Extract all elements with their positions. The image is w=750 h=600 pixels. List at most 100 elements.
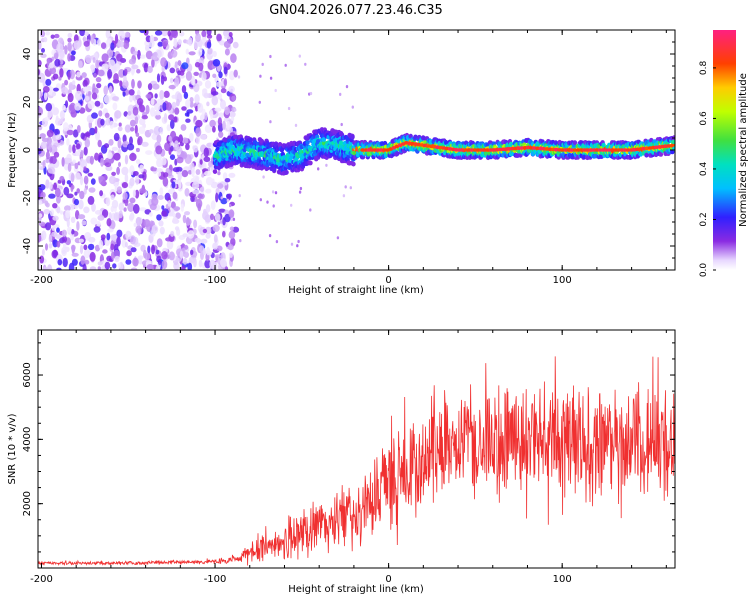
heatmap-cell	[197, 193, 205, 200]
heatmap-cell	[155, 114, 162, 120]
heatmap-cell	[171, 181, 176, 189]
heatmap-cell	[83, 187, 87, 195]
heatmap-cell	[220, 98, 223, 102]
heatmap-cell	[185, 143, 190, 151]
heatmap-cell	[100, 42, 107, 49]
heatmap-cell	[309, 208, 312, 212]
heatmap-cell	[168, 251, 175, 261]
heatmap-cell	[45, 151, 50, 160]
spectrogram-x-ticks: -200 -100 0 100	[30, 30, 667, 286]
heatmap-cell	[89, 266, 97, 270]
y-tick-label: 40	[22, 48, 33, 61]
heatmap-cell	[463, 148, 468, 152]
heatmap-cell	[269, 54, 272, 59]
heatmap-cell	[135, 159, 141, 165]
heatmap-cell	[219, 220, 223, 224]
heatmap-cell	[166, 124, 171, 132]
heatmap-cell	[591, 148, 596, 152]
heatmap-cell	[40, 53, 47, 58]
heatmap-cell	[156, 238, 163, 248]
heatmap-cell	[351, 161, 356, 167]
heatmap-cell	[167, 200, 172, 207]
heatmap-cell	[210, 213, 214, 220]
heatmap-cell	[482, 148, 487, 152]
heatmap-cell	[588, 148, 593, 152]
y-tick-label: 0	[22, 147, 33, 153]
heatmap-cell	[56, 267, 62, 270]
heatmap-cell	[176, 98, 180, 107]
heatmap-cell	[269, 76, 273, 80]
heatmap-cell	[155, 153, 163, 160]
heatmap-cell	[268, 234, 272, 238]
heatmap-cell	[202, 228, 208, 234]
heatmap-cell	[130, 247, 137, 253]
heatmap-cell	[90, 217, 98, 225]
heatmap-cell	[366, 148, 371, 152]
heatmap-cell	[49, 209, 55, 217]
figure-title: GN04.2026.077.23.46.C35	[269, 3, 443, 18]
heatmap-cell	[560, 148, 565, 152]
colorbar: 0.0 0.2 0.4 0.6 0.8 Normalized spectral ampl…	[699, 30, 749, 277]
colorbar-ticks: 0.0 0.2 0.4 0.6 0.8	[699, 60, 716, 277]
heatmap-cell	[229, 126, 233, 134]
heatmap-cell	[63, 186, 70, 196]
heatmap-cell	[114, 255, 120, 263]
heatmap-cell	[168, 114, 175, 121]
heatmap-cell	[124, 199, 129, 207]
heatmap-cell	[66, 138, 70, 146]
heatmap-cell	[83, 244, 88, 251]
heatmap-cell	[299, 186, 303, 191]
heatmap-cell	[187, 170, 193, 175]
heatmap-cell	[139, 164, 145, 173]
heatmap-cell	[163, 76, 167, 82]
heatmap-cell	[38, 200, 43, 205]
heatmap-cell	[638, 147, 643, 151]
heatmap-cell	[97, 266, 101, 270]
heatmap-cell	[156, 158, 163, 168]
heatmap-cell	[193, 83, 200, 93]
heatmap-cell	[294, 123, 298, 127]
heatmap-cell	[114, 33, 119, 44]
heatmap-cell	[97, 39, 101, 46]
heatmap-cell	[185, 118, 191, 123]
heatmap-cell	[157, 258, 162, 266]
heatmap-cell	[669, 143, 675, 148]
heatmap-cell	[122, 91, 126, 97]
heatmap-cell	[135, 147, 140, 153]
heatmap-cell	[572, 140, 578, 146]
heatmap-cell	[84, 138, 91, 148]
heatmap-cell	[38, 233, 42, 243]
heatmap-cell	[100, 118, 105, 126]
heatmap-cell	[46, 129, 54, 138]
heatmap-cell	[205, 232, 211, 239]
heatmap-cell	[201, 173, 205, 178]
heatmap-cell	[212, 59, 221, 67]
heatmap-cell	[209, 259, 216, 270]
heatmap-cell	[167, 30, 171, 37]
heatmap-cell	[174, 226, 180, 231]
heatmap-cell	[138, 174, 145, 179]
heatmap-cell	[66, 129, 74, 136]
heatmap-cell	[58, 76, 62, 81]
heatmap-cell	[230, 53, 237, 64]
heatmap-cell	[171, 94, 177, 99]
heatmap-cell	[158, 220, 164, 227]
heatmap-cell	[229, 204, 232, 208]
heatmap-cell	[188, 51, 196, 56]
heatmap-cell	[181, 85, 187, 94]
heatmap-cell	[625, 148, 631, 152]
heatmap-cell	[43, 208, 51, 215]
heatmap-cell	[184, 137, 189, 144]
heatmap-cell	[226, 198, 229, 202]
heatmap-cell	[200, 238, 208, 244]
heatmap-cell	[42, 86, 50, 93]
heatmap-cell	[124, 154, 129, 165]
heatmap-cell	[122, 192, 128, 201]
heatmap-cell	[79, 158, 85, 167]
heatmap-cell	[173, 116, 178, 123]
heatmap-cell	[55, 134, 62, 140]
heatmap-cell	[61, 157, 65, 167]
heatmap-cell	[217, 221, 221, 225]
heatmap-cell	[104, 162, 112, 168]
heatmap-cell	[56, 42, 64, 53]
